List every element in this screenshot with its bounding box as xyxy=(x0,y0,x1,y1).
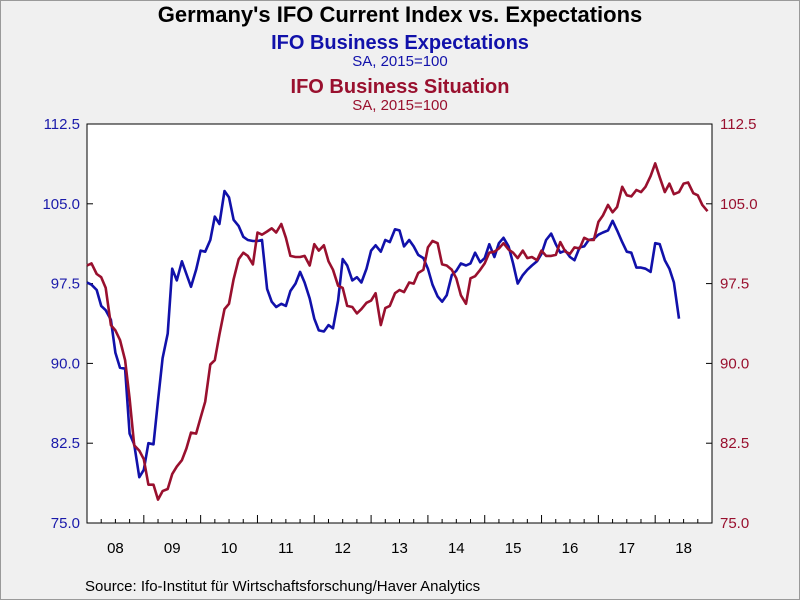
x-tick-label: 08 xyxy=(107,540,124,557)
y-right-tick-label: 75.0 xyxy=(720,515,749,532)
series-line-2 xyxy=(86,162,709,501)
x-tick-label: 16 xyxy=(562,540,579,557)
chart-title: Germany's IFO Current Index vs. Expectat… xyxy=(157,2,643,27)
y-right-tick-label: 112.5 xyxy=(720,116,756,133)
x-tick-label: 18 xyxy=(675,540,692,557)
series-1-unit: SA, 2015=100 xyxy=(352,53,448,70)
x-tick-label: 12 xyxy=(334,540,351,557)
y-left-tick-label: 82.5 xyxy=(51,435,80,452)
y-right-tick-label: 90.0 xyxy=(720,355,749,372)
x-tick-label: 17 xyxy=(618,540,635,557)
series-2-unit: SA, 2015=100 xyxy=(352,97,448,114)
y-left-tick-label: 90.0 xyxy=(51,355,80,372)
x-tick-label: 11 xyxy=(278,540,294,557)
y-right-tick-label: 97.5 xyxy=(720,276,749,293)
y-right-tick-label: 105.0 xyxy=(720,196,758,213)
x-tick-label: 10 xyxy=(221,540,238,557)
y-right-tick-label: 82.5 xyxy=(720,435,749,452)
y-left-tick-label: 97.5 xyxy=(51,276,80,293)
source-note: Source: Ifo-Institut für Wirtschaftsfors… xyxy=(85,578,481,595)
x-tick-label: 14 xyxy=(448,540,465,557)
y-left-tick-label: 112.5 xyxy=(44,116,80,133)
x-tick-label: 15 xyxy=(505,540,522,557)
y-left-tick-label: 75.0 xyxy=(51,515,80,532)
series-1-title: IFO Business Expectations xyxy=(271,32,529,54)
series-2-title: IFO Business Situation xyxy=(290,76,510,98)
x-tick-label: 09 xyxy=(164,540,181,557)
x-tick-label: 13 xyxy=(391,540,408,557)
y-left-tick-label: 105.0 xyxy=(42,196,80,213)
plot-area xyxy=(86,123,713,524)
